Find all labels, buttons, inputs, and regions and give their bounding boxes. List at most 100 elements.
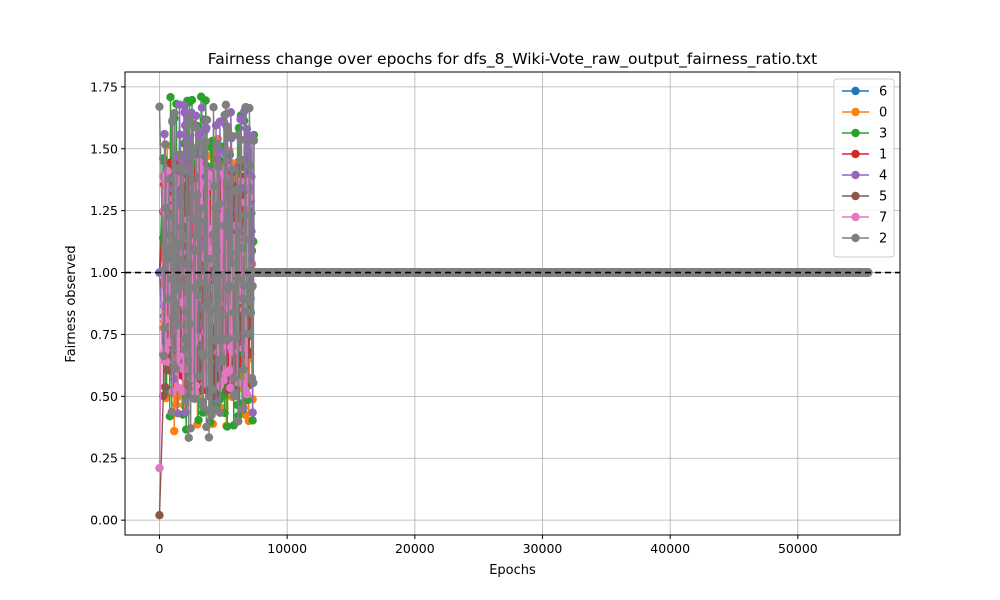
data-point-2-35: [181, 396, 190, 406]
data-point-2-101: [224, 334, 233, 343]
x-tick-label-0: 0: [155, 541, 163, 556]
y-tick-label-5: 1.25: [90, 203, 118, 218]
data-point-2-93: [219, 310, 228, 319]
legend-swatch-marker-1: [851, 149, 860, 159]
legend-item-1: 1: [842, 148, 887, 163]
x-tick-label-5: 50000: [778, 541, 818, 556]
data-point-4-3: [160, 129, 169, 139]
data-point-2-119: [236, 155, 245, 165]
legend-item-2: 2: [842, 232, 887, 247]
legend-item-7: 7: [842, 211, 887, 226]
data-point-7-109: [225, 366, 234, 375]
data-point-2-31: [178, 231, 188, 240]
data-point-2-25: [174, 321, 184, 330]
legend-label-1: 1: [879, 148, 887, 163]
data-point-2-88: [215, 408, 225, 418]
data-point-2-107: [228, 165, 237, 174]
data-point-2-110: [230, 392, 239, 401]
legend-swatch-marker-2: [851, 233, 860, 243]
data-point-2-139: [249, 378, 258, 388]
data-point-2-55: [194, 372, 203, 381]
data-point-5-1: [159, 391, 168, 401]
data-point-7-137: [242, 390, 252, 399]
data-point-2-36: [181, 307, 191, 317]
data-point-3-99: [223, 422, 232, 431]
data-point-2-83: [212, 247, 221, 256]
legend-label-2: 2: [879, 232, 887, 247]
data-point-2-135: [246, 294, 255, 303]
data-point-3-66: [201, 96, 210, 105]
data-point-2-77: [208, 230, 218, 240]
data-point-2-39: [183, 356, 193, 365]
data-point-2-130: [243, 329, 252, 339]
data-point-2-74: [206, 306, 216, 315]
legend-label-6: 6: [879, 85, 887, 100]
data-point-2-34: [180, 335, 190, 344]
data-point-2-54: [193, 291, 203, 300]
data-point-2-20: [171, 364, 180, 373]
data-point-7-138: [243, 261, 252, 270]
data-point-2-64: [200, 147, 209, 156]
data-point-2-117: [234, 227, 244, 236]
data-point-2-105: [226, 131, 236, 141]
data-point-2-111: [230, 283, 240, 293]
data-point-2-129: [242, 307, 251, 316]
data-point-2-122: [238, 405, 247, 414]
data-point-2-70: [204, 297, 213, 306]
ticks: 0 10000 20000 30000 40000 50000 0.00 0.25 0.50 0.…: [90, 79, 818, 556]
y-axis-title: Fairness observed: [64, 245, 79, 362]
data-point-2-53: [193, 190, 202, 200]
data-point-7-110: [226, 383, 235, 393]
legend-label-5: 5: [879, 190, 887, 205]
data-point-2-41: [185, 113, 194, 123]
data-point-2-104: [226, 249, 235, 258]
data-point-2-94: [219, 221, 229, 230]
data-point-2-48: [189, 283, 199, 293]
data-point-0-21: [171, 400, 181, 409]
legend-item-4: 4: [842, 169, 887, 184]
data-point-2-63: [199, 351, 208, 360]
y-tick-label-3: 0.75: [90, 327, 118, 342]
data-point-4-52: [191, 111, 201, 121]
legend-swatch-marker-3: [851, 128, 860, 138]
data-point-2-56: [194, 139, 204, 148]
data-point-2-49: [190, 394, 199, 403]
data-point-2-33: [179, 345, 189, 354]
plot-frame: [124, 71, 901, 536]
data-point-2-21: [172, 305, 181, 314]
data-point-2-121: [237, 243, 246, 253]
data-point-2-14: [167, 407, 176, 417]
data-point-2-78: [209, 103, 218, 112]
data-point-2-134: [245, 161, 255, 170]
data-point-2-38: [183, 259, 192, 268]
data-point-2-69: [203, 283, 212, 293]
data-point-2-30: [178, 282, 187, 291]
legend-box: [833, 78, 895, 258]
data-point-2-138: [248, 281, 257, 291]
data-point-2-109: [229, 374, 238, 383]
data-point-2-85: [213, 336, 223, 345]
data-point-2-58: [196, 217, 205, 226]
data-point-2-3: [160, 323, 169, 333]
data-point-2-51: [191, 123, 201, 132]
chart-title: Fairness change over epochs for dfs_8_Wi…: [208, 50, 818, 69]
data-point-2-43: [186, 424, 195, 433]
data-point-2-8: [163, 294, 173, 304]
data-point-2-128: [241, 235, 251, 244]
data-point-7-54: [191, 381, 201, 391]
data-point-2-5: [161, 203, 171, 213]
legend-swatch-marker-0: [851, 107, 860, 117]
legend-label-3: 3: [879, 127, 887, 142]
data-point-2-10: [164, 174, 174, 184]
data-point-2-102: [224, 177, 234, 187]
data-point-2-124: [239, 365, 248, 374]
legend-item-6: 6: [842, 85, 887, 100]
data-point-2-52: [192, 232, 201, 241]
data-point-3-117: [234, 123, 244, 133]
data-point-2-106: [227, 258, 236, 268]
data-point-2-68: [202, 115, 212, 125]
legend-item-0: 0: [842, 106, 887, 121]
data-point-2-140: [249, 136, 259, 145]
data-point-2-2: [159, 351, 169, 361]
data-point-2-42: [185, 319, 195, 329]
